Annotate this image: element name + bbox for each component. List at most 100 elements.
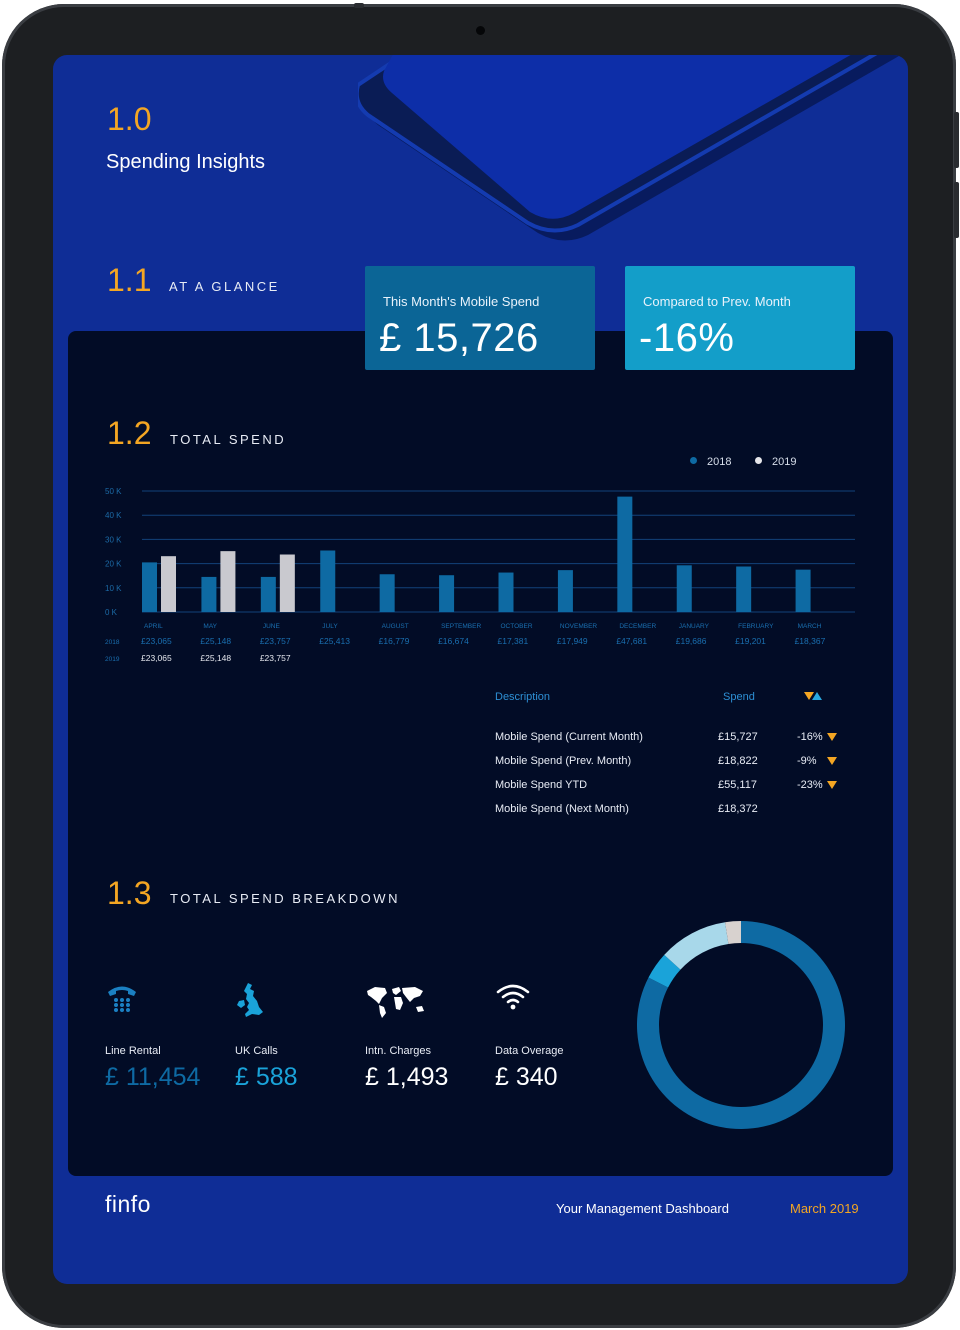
breakdown-label: Intn. Charges <box>365 1045 432 1057</box>
y-tick-label: 30 K <box>105 535 122 544</box>
data-label-2018: £25,148 <box>200 636 231 646</box>
x-tick-label: SEPTEMBER <box>441 623 481 630</box>
table-header-description[interactable]: Description <box>495 691 551 703</box>
data-label-2018: £19,201 <box>735 636 766 646</box>
footer-date: March 2019 <box>790 1201 859 1216</box>
tablet-frame: 1.0 Spending Insights 1.1 AT A GLANCE Th… <box>2 3 959 1328</box>
bar-2019 <box>220 551 236 612</box>
footer-dashboard-label: Your Management Dashboard <box>556 1201 729 1216</box>
bar-2018 <box>260 576 276 612</box>
kpi-value: £ 15,726 <box>379 316 539 360</box>
kpi-card-compare: Compared to Prev. Month -16% <box>625 266 855 370</box>
bar-2018 <box>142 562 157 612</box>
y-tick-label: 10 K <box>105 584 122 593</box>
kpi-value: -16% <box>639 316 735 360</box>
bar-2018 <box>498 572 514 612</box>
data-label-2019: £23,065 <box>141 653 172 663</box>
x-tick-label: DECEMBER <box>619 623 656 630</box>
breakdown-label: Line Rental <box>105 1045 161 1057</box>
x-tick-label: JANUARY <box>679 623 710 630</box>
data-label-2019: £23,757 <box>260 653 291 663</box>
donut-slice <box>648 954 681 988</box>
donut-slice <box>725 921 741 944</box>
bar-2018 <box>676 565 692 612</box>
data-label-2018: £17,381 <box>498 636 529 646</box>
wifi-icon <box>496 984 530 1010</box>
kpi-label: Compared to Prev. Month <box>643 294 791 309</box>
section-title: TOTAL SPEND <box>170 432 287 447</box>
row-change: -9% <box>797 755 817 767</box>
finfo-logo: finfo <box>105 1191 151 1217</box>
row-change: -16% <box>797 731 823 743</box>
breakdown-label: Data Overage <box>495 1045 564 1057</box>
sort-icon[interactable] <box>804 692 822 710</box>
legend-label: 2019 <box>772 456 797 468</box>
row-description: Mobile Spend (Prev. Month) <box>495 755 632 767</box>
breakdown-donut-chart <box>637 921 845 1129</box>
section-number: 1.2 <box>107 415 152 451</box>
x-tick-label: JULY <box>322 623 338 630</box>
bar-2018 <box>320 550 336 612</box>
section-number: 1.3 <box>107 875 152 911</box>
section-number: 1.1 <box>107 262 152 298</box>
data-label-2019: £25,148 <box>200 653 231 663</box>
section-title: AT A GLANCE <box>169 279 280 294</box>
x-tick-label: JUNE <box>263 623 281 630</box>
donut-slice <box>664 922 729 970</box>
data-label-2018: £23,757 <box>260 636 291 646</box>
breakdown-value: £ 340 <box>495 1063 558 1091</box>
phone-illustration <box>358 55 901 241</box>
row-spend: £18,372 <box>718 803 758 815</box>
x-tick-label: NOVEMBER <box>560 623 598 630</box>
content-panel <box>68 331 893 1176</box>
row-description: Mobile Spend YTD <box>495 779 588 791</box>
x-tick-label: MARCH <box>798 623 822 630</box>
data-label-2018: £16,674 <box>438 636 469 646</box>
data-label-2018: £18,367 <box>795 636 826 646</box>
legend-label: 2018 <box>707 456 732 468</box>
bar-2018 <box>736 566 752 612</box>
row-description: Mobile Spend (Next Month) <box>495 803 629 815</box>
x-tick-label: OCTOBER <box>501 623 533 630</box>
x-tick-label: AUGUST <box>382 623 409 630</box>
breakdown-value: £ 588 <box>235 1063 298 1091</box>
dashboard-screen: 1.0 Spending Insights 1.1 AT A GLANCE Th… <box>53 55 908 1284</box>
section-number: 1.0 <box>107 101 152 137</box>
bar-2018 <box>617 496 633 612</box>
x-tick-label: MAY <box>203 623 217 630</box>
data-label-2018: £47,681 <box>616 636 647 646</box>
legend-dot <box>690 457 697 464</box>
bar-2018 <box>201 576 217 612</box>
data-label-2018: £23,065 <box>141 636 172 646</box>
row-spend: £55,117 <box>718 779 757 791</box>
bar-2018 <box>795 569 811 612</box>
down-arrow-icon <box>827 733 837 741</box>
breakdown-label: UK Calls <box>235 1045 278 1057</box>
page-title: Spending Insights <box>106 151 266 173</box>
data-label-2018: £17,949 <box>557 636 588 646</box>
row-spend: £15,727 <box>718 731 758 743</box>
power-button <box>354 3 364 8</box>
volume-button <box>954 112 959 168</box>
row-change: -23% <box>797 779 823 791</box>
sort-down-icon <box>804 692 814 700</box>
data-label-2018: £19,686 <box>676 636 707 646</box>
down-arrow-icon <box>827 757 837 765</box>
row-label-2019: 2019 <box>105 656 120 663</box>
row-spend: £18,822 <box>718 755 758 767</box>
row-description: Mobile Spend (Current Month) <box>495 731 643 743</box>
row-label-2018: 2018 <box>105 639 120 646</box>
data-label-2018: £25,413 <box>319 636 350 646</box>
uk-map-icon <box>237 983 263 1017</box>
bar-2018 <box>557 570 573 612</box>
telephone-icon <box>108 986 136 1012</box>
sort-up-icon <box>812 692 822 700</box>
bar-2018 <box>379 574 395 612</box>
table-header-spend[interactable]: Spend <box>723 691 755 703</box>
breakdown-value: £ 11,454 <box>105 1063 201 1091</box>
y-tick-label: 0 K <box>105 608 118 617</box>
y-tick-label: 50 K <box>105 487 122 496</box>
legend-dot <box>755 457 762 464</box>
bar-2019 <box>279 554 295 612</box>
total-spend-chart: 50 K 40 K 30 K 20 K 10 K 0 K APRIL £23,065 £23,0… <box>105 487 855 663</box>
